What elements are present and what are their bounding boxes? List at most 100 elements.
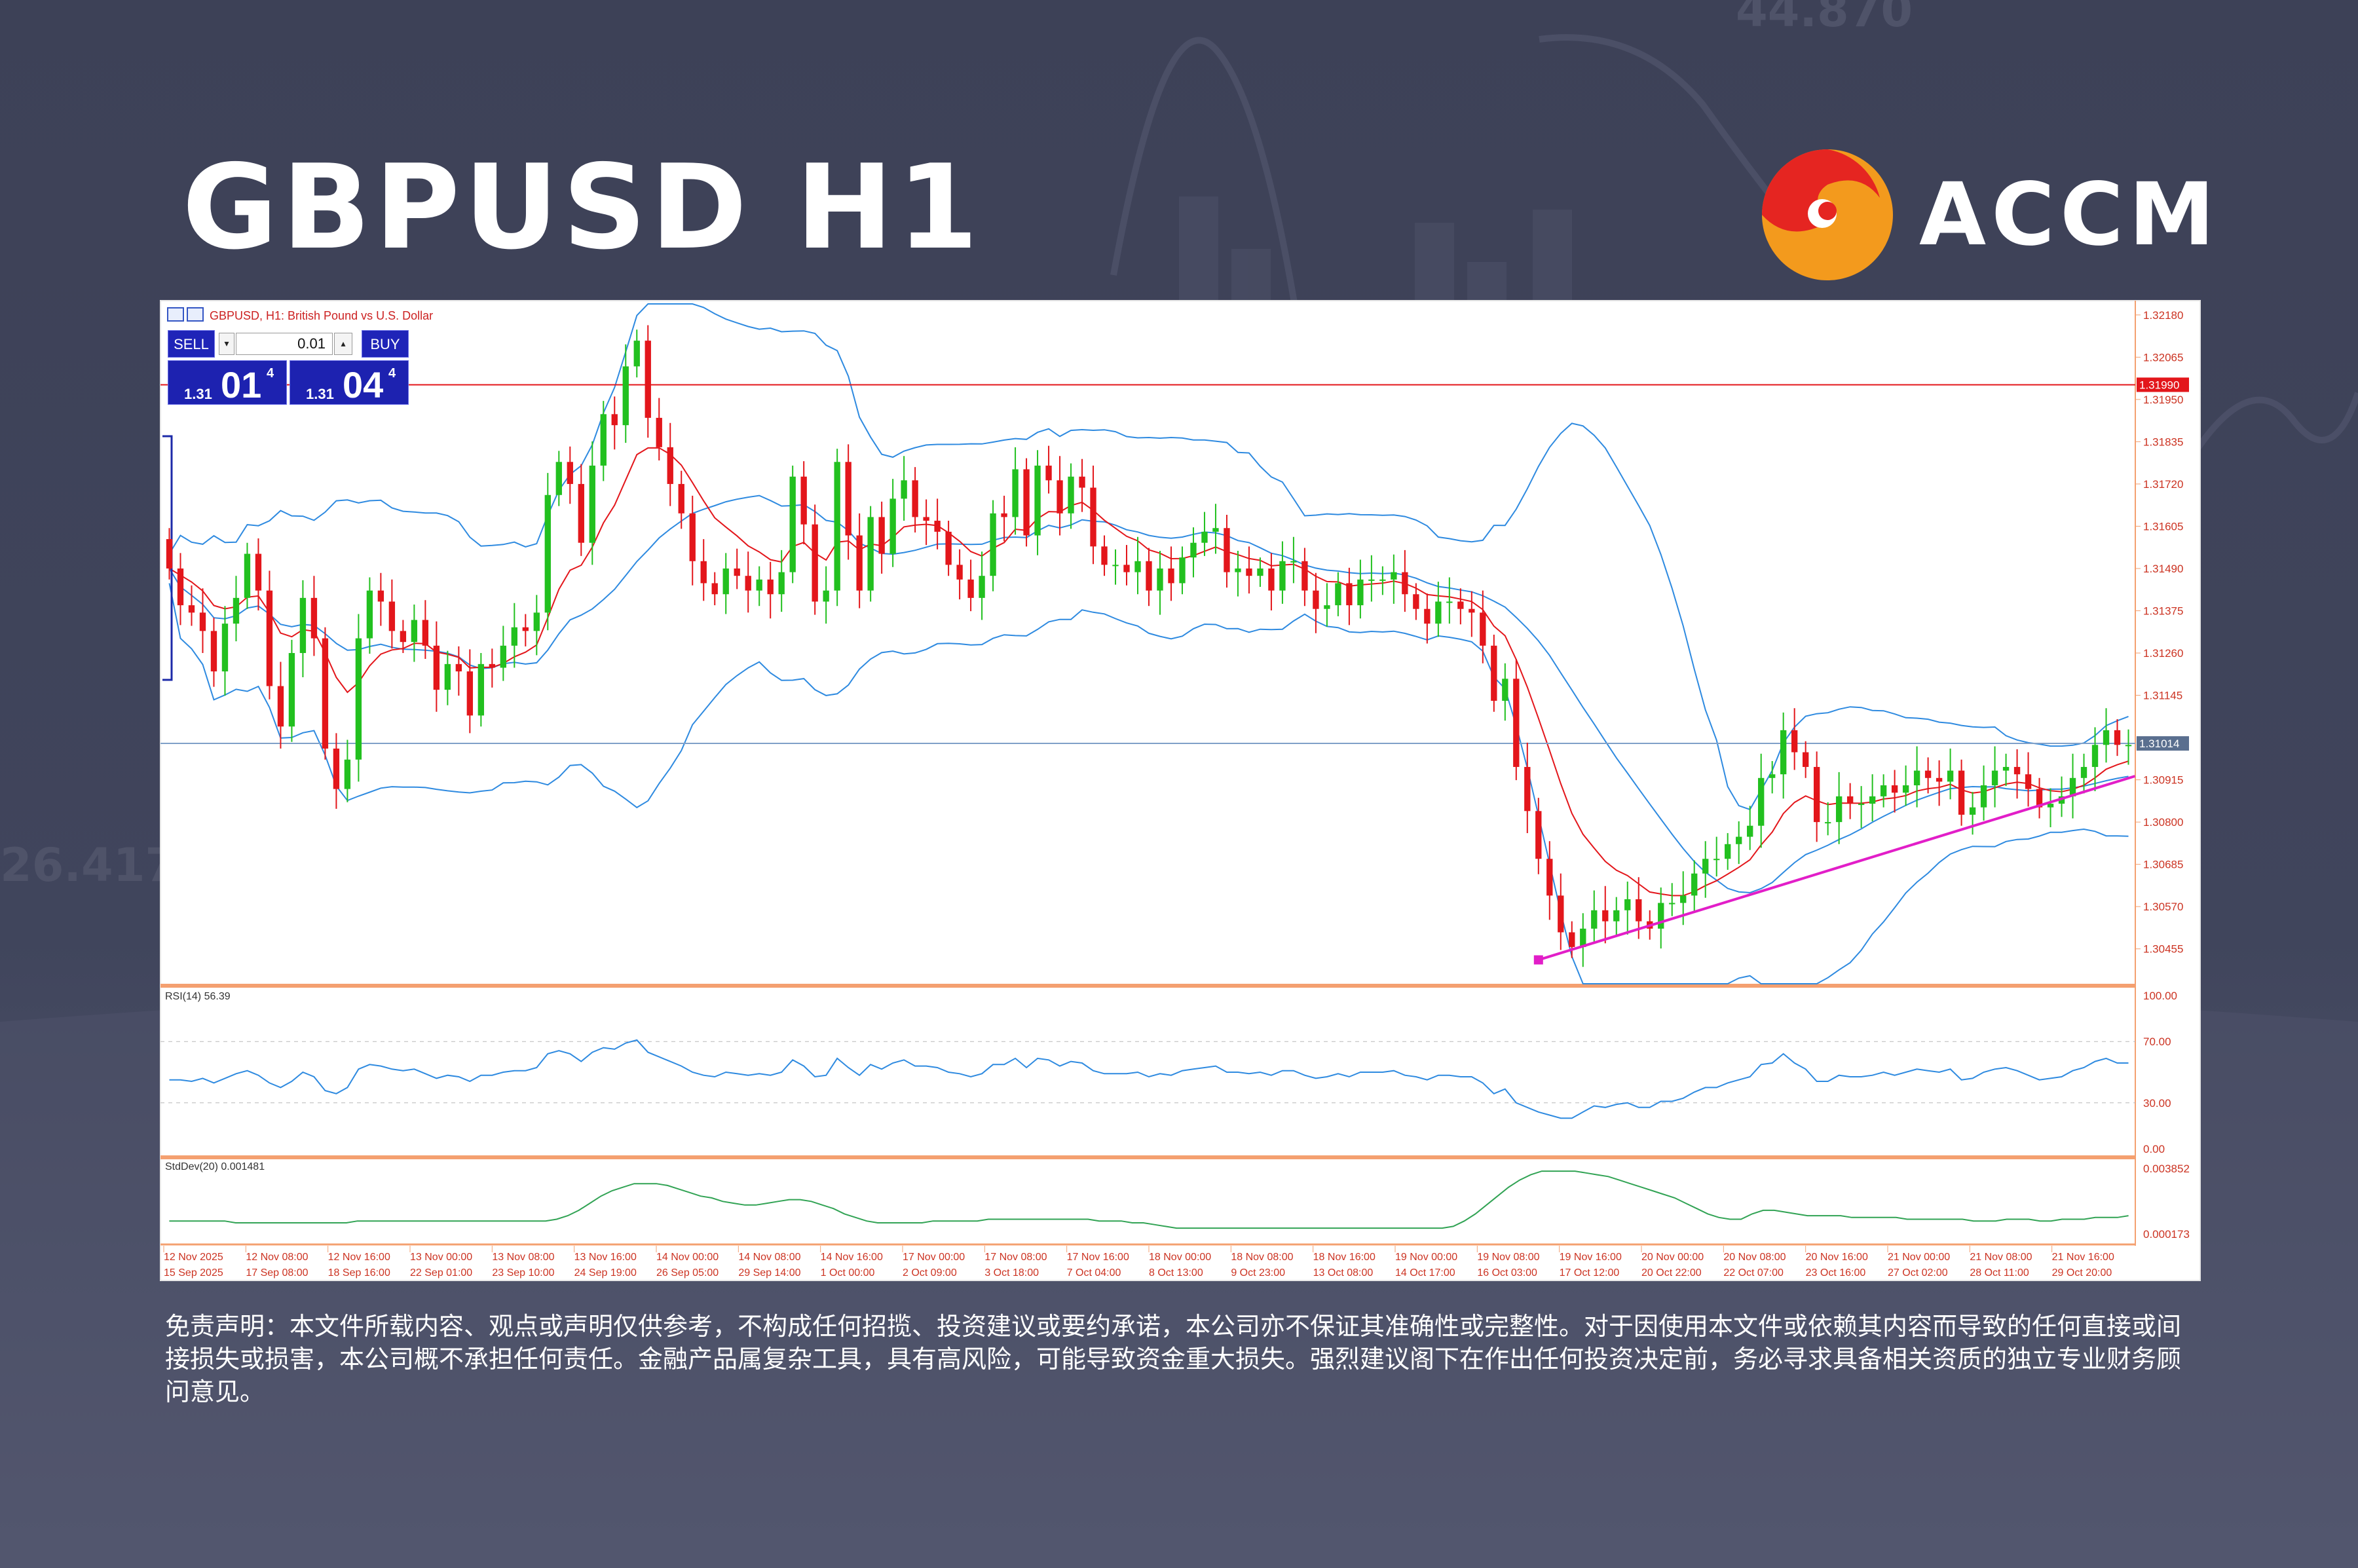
time-label: 18 Nov 08:00 [1231, 1252, 1293, 1263]
candle-body [834, 462, 840, 591]
candle-body [1702, 859, 1709, 874]
price-label: 1.31375 [2143, 605, 2183, 618]
sell-button[interactable]: SELL [168, 330, 215, 358]
candle-body [1991, 770, 1998, 786]
lot-size-input[interactable]: 0.01 [236, 333, 333, 355]
time-label: 19 Nov 08:00 [1477, 1252, 1539, 1263]
candle-body [233, 597, 240, 624]
candle-body [1491, 645, 1497, 701]
one-click-trading-panel: SELL ▾ 0.01 ▴ BUY 1.31 01 4 1.31 04 4 [168, 330, 409, 405]
price-label: 1.31720 [2143, 478, 2183, 491]
candle-body [633, 341, 640, 367]
time-label: 20 Nov 16:00 [1806, 1252, 1868, 1263]
price-label: 1.31490 [2143, 563, 2183, 575]
candle-body [1791, 730, 1798, 753]
candle-body [578, 483, 584, 543]
candle-body [1190, 542, 1197, 558]
candle-body [867, 517, 874, 591]
candle-body [1824, 822, 1831, 824]
candle-body [1112, 565, 1119, 567]
candle-body [333, 748, 340, 789]
chevron-up-icon[interactable]: ▴ [334, 333, 352, 355]
candle-body [377, 590, 384, 602]
candle-body [400, 631, 407, 643]
time-label: 17 Nov 00:00 [903, 1252, 965, 1263]
time-label: 20 Nov 08:00 [1723, 1252, 1786, 1263]
ask-quote[interactable]: 1.31 04 4 [290, 360, 409, 405]
candle-body [611, 414, 618, 426]
candle-body [1101, 546, 1108, 565]
time-label: 17 Nov 16:00 [1067, 1252, 1129, 1263]
time-label: 13 Nov 16:00 [574, 1252, 637, 1263]
chevron-down-icon[interactable]: ▾ [219, 333, 234, 355]
brand-name: ACCM [1919, 164, 2220, 265]
candle-body [2080, 766, 2087, 778]
candle-body [979, 576, 985, 598]
candle-body [967, 579, 974, 598]
chart-frame [160, 300, 2201, 1281]
candle-body [956, 565, 963, 580]
time-label-secondary: 22 Oct 07:00 [1723, 1267, 1784, 1279]
candle-body [2025, 774, 2032, 789]
candle-body [1569, 932, 1575, 947]
rsi-level-label: 0.00 [2143, 1143, 2165, 1155]
candle-body [1235, 568, 1241, 572]
candle-body [411, 620, 418, 643]
candle-body [722, 568, 729, 595]
candle-body [1858, 804, 1865, 806]
candle-body [1134, 561, 1141, 572]
rsi-level-label: 100.00 [2143, 990, 2177, 1002]
candle-body [1680, 895, 1687, 903]
gbpusd-h1-chart[interactable]: GBPUSD, H1: British Pound vs U.S. Dollar… [160, 300, 2201, 1281]
candle-body [1424, 608, 1431, 624]
candle-body [1769, 774, 1776, 778]
candle-body [255, 553, 262, 591]
time-label: 20 Nov 00:00 [1641, 1252, 1704, 1263]
candle-body [667, 447, 673, 484]
candle-body [1057, 480, 1063, 513]
candle-body [544, 495, 551, 613]
candle-body [1469, 608, 1475, 613]
time-label-secondary: 24 Sep 19:00 [574, 1267, 637, 1279]
candle-body [1969, 807, 1976, 815]
candle-body [1958, 770, 1965, 815]
candle-body [823, 590, 829, 602]
candle-body [1758, 777, 1765, 826]
candle-body [700, 561, 707, 584]
rsi-level-label: 70.00 [2143, 1036, 2171, 1048]
candle-body [689, 513, 696, 561]
candle-body [678, 483, 684, 513]
time-label-secondary: 9 Oct 23:00 [1231, 1267, 1285, 1279]
time-label-secondary: 18 Sep 16:00 [328, 1267, 390, 1279]
candle-body [500, 645, 507, 668]
candle-body [1290, 561, 1297, 563]
buy-button[interactable]: BUY [362, 330, 409, 358]
trade-panel-row: SELL ▾ 0.01 ▴ BUY [168, 330, 409, 358]
candle-body [2036, 789, 2043, 808]
time-label-secondary: 3 Oct 18:00 [984, 1267, 1039, 1279]
current-price-tag [2137, 736, 2189, 751]
candle-body [711, 583, 718, 595]
candle-body [1869, 796, 1876, 804]
candle-body [1335, 583, 1341, 606]
candle-body [2091, 745, 2099, 767]
candle-body [466, 671, 474, 716]
time-label-secondary: 17 Oct 12:00 [1560, 1267, 1620, 1279]
candle-body [901, 480, 907, 499]
candle-body [856, 535, 863, 591]
candle-body [812, 524, 818, 602]
candle-body [188, 605, 195, 613]
candle-body [878, 517, 885, 554]
stddev-label: StdDev(20) 0.001481 [165, 1161, 265, 1172]
candle-body [1813, 766, 1820, 823]
candle-body [1902, 785, 1909, 793]
chart-window[interactable]: GBPUSD, H1: British Pound vs U.S. Dollar… [160, 300, 2201, 1281]
candle-body [199, 612, 206, 631]
candle-body [1301, 561, 1308, 591]
bid-big: 01 [221, 364, 262, 405]
bid-quote[interactable]: 1.31 01 4 [168, 360, 287, 405]
candle-body [1012, 469, 1019, 517]
candle-body [244, 553, 251, 598]
candle-body [2002, 766, 2010, 771]
candle-body [1179, 557, 1186, 584]
